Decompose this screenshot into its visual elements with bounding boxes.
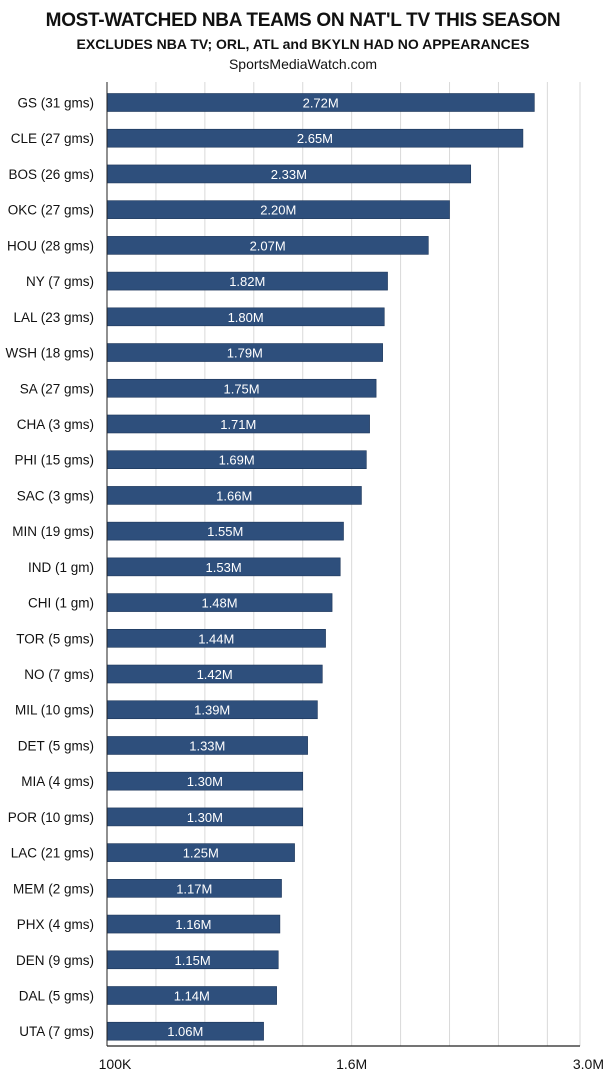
value-label-18: 1.33M	[189, 738, 225, 753]
axis-layer: 100K 1.6M 3.0M	[99, 82, 604, 1072]
value-label-8: 1.75M	[223, 381, 259, 396]
category-label-11: SAC (3 gms)	[17, 488, 94, 503]
category-label-25: DAL (5 gms)	[19, 989, 94, 1004]
value-label-12: 1.55M	[207, 524, 243, 539]
value-label-7: 1.79M	[227, 346, 263, 361]
category-label-2: BOS (26 gms)	[8, 167, 94, 182]
value-label-16: 1.42M	[197, 667, 233, 682]
value-label-9: 1.71M	[220, 417, 256, 432]
value-label-5: 1.82M	[229, 274, 265, 289]
category-label-6: LAL (23 gms)	[13, 310, 94, 325]
category-label-19: MIA (4 gms)	[21, 774, 94, 789]
category-label-21: LAC (21 gms)	[11, 846, 94, 861]
category-label-13: IND (1 gm)	[28, 560, 94, 575]
value-label-22: 1.17M	[176, 881, 212, 896]
x-tick-label-2: 3.0M	[573, 1056, 604, 1072]
value-label-21: 1.25M	[183, 846, 219, 861]
category-label-3: OKC (27 gms)	[8, 203, 94, 218]
category-label-4: HOU (28 gms)	[7, 238, 94, 253]
category-label-26: UTA (7 gms)	[19, 1024, 94, 1039]
chart-source: SportsMediaWatch.com	[228, 56, 378, 72]
category-label-10: PHI (15 gms)	[14, 453, 94, 468]
value-label-20: 1.30M	[187, 810, 223, 825]
x-tick-label-0: 100K	[99, 1056, 132, 1072]
value-label-11: 1.66M	[216, 488, 252, 503]
value-label-15: 1.44M	[198, 631, 234, 646]
category-label-5: NY (7 gms)	[26, 274, 94, 289]
chart-subtitle: EXCLUDES NBA TV; ORL, ATL and BKYLN HAD …	[76, 36, 530, 52]
value-label-24: 1.15M	[175, 953, 211, 968]
category-label-1: CLE (27 gms)	[11, 131, 94, 146]
category-label-22: MEM (2 gms)	[13, 881, 94, 896]
category-label-17: MIL (10 gms)	[15, 703, 94, 718]
value-label-23: 1.16M	[175, 917, 211, 932]
value-label-6: 1.80M	[228, 310, 264, 325]
value-label-19: 1.30M	[187, 774, 223, 789]
value-label-2: 2.33M	[271, 167, 307, 182]
value-label-10: 1.69M	[219, 453, 255, 468]
category-label-20: POR (10 gms)	[8, 810, 94, 825]
value-label-17: 1.39M	[194, 703, 230, 718]
category-label-12: MIN (19 gms)	[12, 524, 94, 539]
value-label-1: 2.65M	[297, 131, 333, 146]
category-label-23: PHX (4 gms)	[17, 917, 94, 932]
x-tick-label-1: 1.6M	[336, 1056, 367, 1072]
category-label-0: GS (31 gms)	[17, 96, 94, 111]
value-label-14: 1.48M	[201, 596, 237, 611]
category-label-15: TOR (5 gms)	[16, 631, 94, 646]
value-label-13: 1.53M	[206, 560, 242, 575]
value-label-0: 2.72M	[303, 96, 339, 111]
category-label-14: CHI (1 gm)	[28, 596, 94, 611]
category-label-9: CHA (3 gms)	[17, 417, 94, 432]
category-label-16: NO (7 gms)	[24, 667, 94, 682]
value-label-3: 2.20M	[260, 203, 296, 218]
category-label-8: SA (27 gms)	[20, 381, 94, 396]
category-label-7: WSH (18 gms)	[5, 346, 94, 361]
value-label-26: 1.06M	[167, 1024, 203, 1039]
chart-title: MOST-WATCHED NBA TEAMS ON NAT'L TV THIS …	[45, 10, 561, 31]
bars-layer: GS (31 gms) 2.72M CLE (27 gms) 2.65M BOS (26…	[5, 93, 535, 1041]
value-label-4: 2.07M	[250, 238, 286, 253]
category-label-24: DEN (9 gms)	[16, 953, 94, 968]
category-label-18: DET (5 gms)	[18, 738, 94, 753]
value-label-25: 1.14M	[174, 989, 210, 1004]
